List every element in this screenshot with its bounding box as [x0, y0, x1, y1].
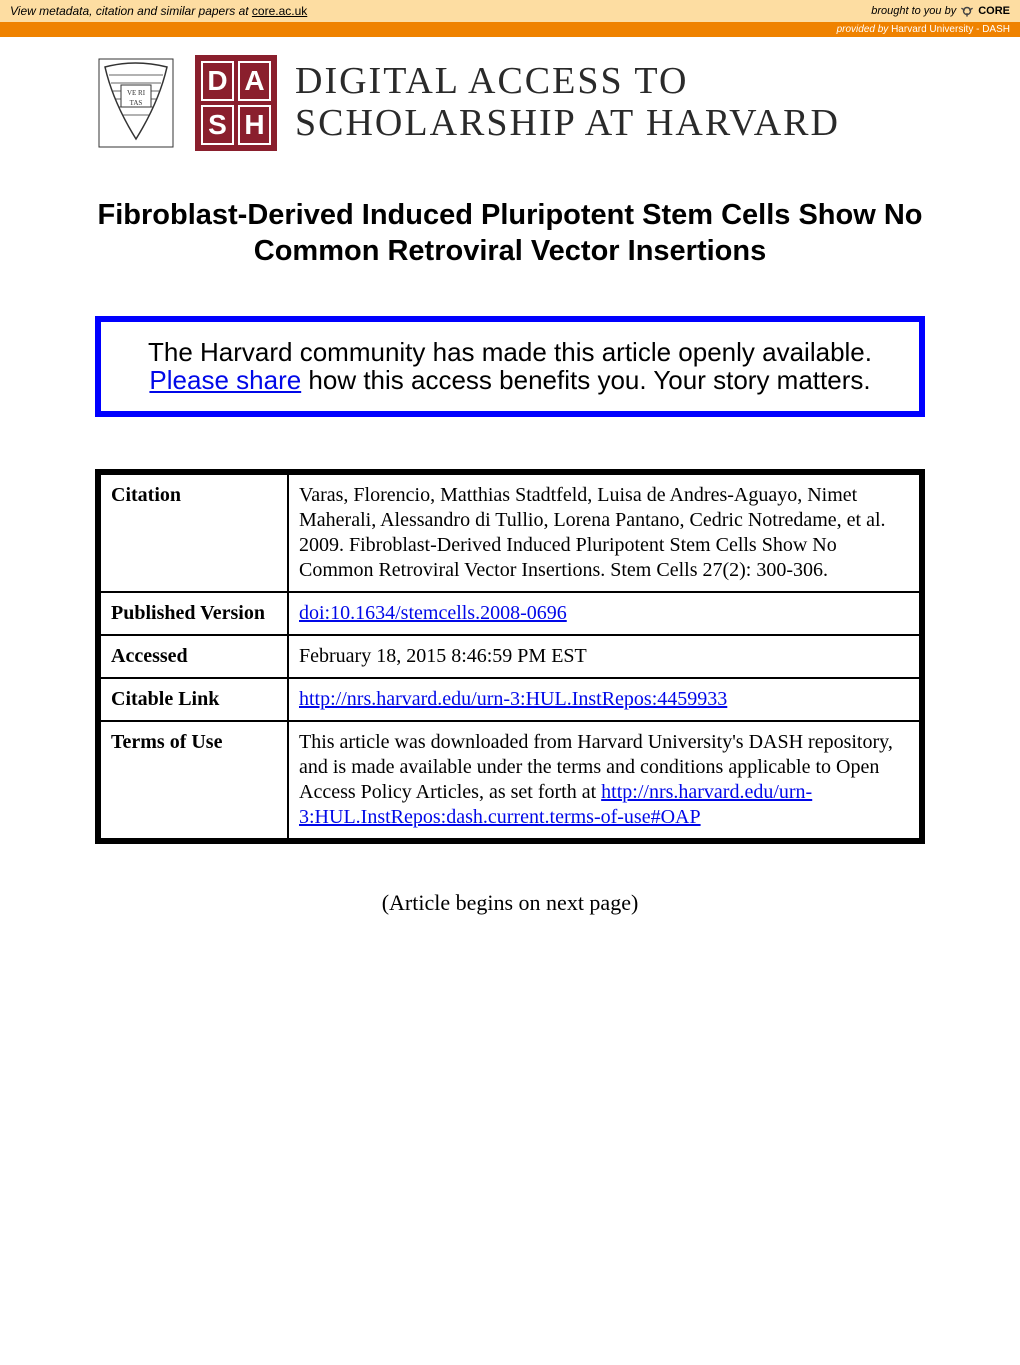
dash-tile-icon: D A S H — [195, 55, 277, 151]
metadata-table: Citation Varas, Florencio, Matthias Stad… — [95, 469, 925, 844]
svg-text:VE RI: VE RI — [127, 89, 146, 97]
pubver-label: Published Version — [98, 592, 288, 635]
table-row: Citation Varas, Florencio, Matthias Stad… — [98, 472, 922, 592]
openbox-line2-rest: how this access benefits you. Your story… — [301, 365, 870, 395]
topbar-prefix: View metadata, citation and similar pape… — [10, 4, 252, 18]
dash-letter: S — [201, 105, 234, 145]
provider-bar: provided by Harvard University - DASH — [0, 22, 1020, 37]
topbar-left: View metadata, citation and similar pape… — [10, 4, 307, 18]
doi-link[interactable]: doi:10.1634/stemcells.2008-0696 — [299, 602, 567, 624]
terms-value: This article was downloaded from Harvard… — [288, 721, 922, 841]
citable-link[interactable]: http://nrs.harvard.edu/urn-3:HUL.InstRep… — [299, 688, 727, 710]
topbar-right: brought to you by CORE — [871, 4, 1010, 18]
accessed-value: February 18, 2015 8:46:59 PM EST — [288, 635, 922, 678]
next-page-note: (Article begins on next page) — [95, 890, 925, 916]
pubver-value: doi:10.1634/stemcells.2008-0696 — [288, 592, 922, 635]
accessed-label: Accessed — [98, 635, 288, 678]
table-row: Accessed February 18, 2015 8:46:59 PM ES… — [98, 635, 922, 678]
logo-row: VE RI TAS D A S H DIGITAL ACCESS TO SCHO… — [0, 37, 1020, 161]
provider-name: Harvard University - DASH — [891, 24, 1010, 35]
openbox-line1: The Harvard community has made this arti… — [111, 338, 909, 367]
dash-letter: A — [238, 61, 271, 101]
dash-title-line1: DIGITAL ACCESS TO — [295, 61, 840, 103]
table-row: Citable Link http://nrs.harvard.edu/urn-… — [98, 678, 922, 721]
dash-title-line2: SCHOLARSHIP AT HARVARD — [295, 103, 840, 145]
open-access-box: The Harvard community has made this arti… — [95, 316, 925, 417]
core-topbar: View metadata, citation and similar pape… — [0, 0, 1020, 22]
citation-value: Varas, Florencio, Matthias Stadtfeld, Lu… — [288, 472, 922, 592]
provided-prefix: provided by — [837, 24, 891, 35]
core-link[interactable]: core.ac.uk — [252, 4, 307, 18]
citable-value: http://nrs.harvard.edu/urn-3:HUL.InstRep… — [288, 678, 922, 721]
harvard-crest-icon: VE RI TAS — [95, 55, 177, 151]
terms-label: Terms of Use — [98, 721, 288, 841]
citable-label: Citable Link — [98, 678, 288, 721]
dash-title: DIGITAL ACCESS TO SCHOLARSHIP AT HARVARD — [295, 61, 840, 145]
brought-label: brought to you by — [871, 5, 956, 17]
openbox-line2: Please share how this access benefits yo… — [111, 366, 909, 395]
core-brand: CORE — [978, 5, 1010, 17]
table-row: Terms of Use This article was downloaded… — [98, 721, 922, 841]
citation-label: Citation — [98, 472, 288, 592]
core-icon — [960, 4, 974, 18]
article-title: Fibroblast-Derived Induced Pluripotent S… — [95, 197, 925, 270]
please-share-link[interactable]: Please share — [149, 365, 301, 395]
page-content: Fibroblast-Derived Induced Pluripotent S… — [0, 197, 1020, 916]
dash-letter: H — [238, 105, 271, 145]
svg-text:TAS: TAS — [130, 99, 143, 107]
dash-letter: D — [201, 61, 234, 101]
table-row: Published Version doi:10.1634/stemcells.… — [98, 592, 922, 635]
